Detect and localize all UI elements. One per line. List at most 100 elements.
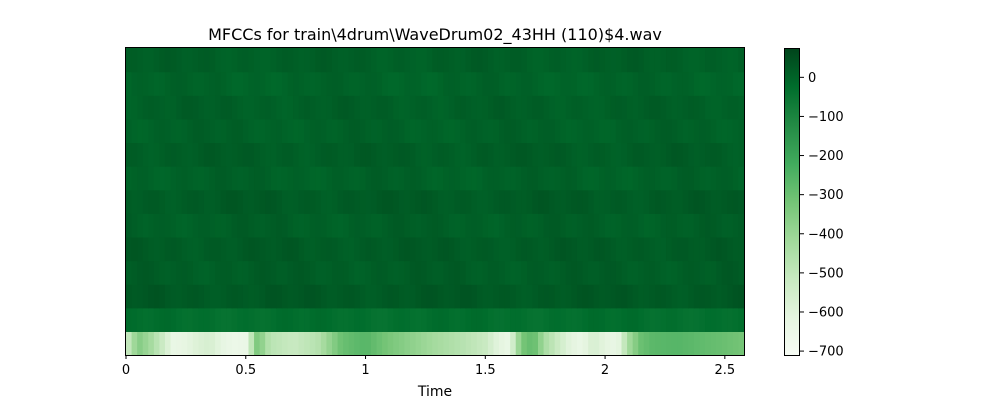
heatmap-cell <box>565 166 573 191</box>
heatmap-cell <box>404 142 411 167</box>
heatmap-cell <box>727 284 734 309</box>
heatmap-cell <box>181 236 188 262</box>
heatmap-cell <box>276 48 283 73</box>
heatmap-cell <box>220 260 227 285</box>
heatmap-cell <box>176 213 183 238</box>
heatmap-cell <box>615 71 623 96</box>
heatmap-cell <box>332 284 339 309</box>
heatmap-cell <box>298 260 305 285</box>
heatmap-cell <box>398 236 405 262</box>
heatmap-cell <box>593 142 600 167</box>
heatmap-cell <box>432 166 439 191</box>
heatmap-cell <box>426 71 433 96</box>
heatmap-cell <box>370 142 378 167</box>
heatmap-cell <box>415 95 422 120</box>
heatmap-cell <box>337 331 344 356</box>
heatmap-cell <box>248 213 255 238</box>
heatmap-cell <box>393 260 400 285</box>
x-tick-label: 0 <box>122 363 130 378</box>
heatmap-cell <box>198 189 205 214</box>
heatmap-cell <box>632 118 639 144</box>
heatmap-cell <box>476 213 483 238</box>
heatmap-cell <box>398 331 405 356</box>
heatmap-cell <box>660 142 667 167</box>
heatmap-cell <box>226 95 233 120</box>
heatmap-cell <box>370 307 378 332</box>
heatmap-cell <box>370 95 378 120</box>
heatmap-cell <box>482 284 489 309</box>
heatmap-cell <box>643 189 650 214</box>
heatmap-cell <box>326 118 333 144</box>
heatmap-cell <box>215 331 222 356</box>
heatmap-cell <box>716 236 723 262</box>
heatmap-cell <box>454 213 461 238</box>
heatmap-cell <box>326 48 333 73</box>
heatmap-cell <box>409 71 417 96</box>
heatmap-cell <box>248 284 255 309</box>
heatmap-cell <box>560 71 567 96</box>
heatmap-cell <box>187 260 194 285</box>
heatmap-cell <box>382 189 389 214</box>
heatmap-cell <box>543 331 550 356</box>
heatmap-cell <box>482 307 489 332</box>
heatmap-cell <box>738 142 745 167</box>
heatmap-cell <box>437 331 444 356</box>
heatmap-cell <box>460 307 467 332</box>
heatmap-cell <box>532 166 539 191</box>
heatmap-cell <box>259 71 266 96</box>
heatmap-cell <box>615 213 623 238</box>
heatmap-cell <box>265 142 272 167</box>
heatmap-cell <box>326 236 333 262</box>
heatmap-cell <box>532 236 539 262</box>
heatmap-cell <box>705 189 712 214</box>
heatmap-cell <box>192 48 199 73</box>
heatmap-cell <box>404 213 411 238</box>
heatmap-cell <box>487 331 495 356</box>
heatmap-cell <box>215 95 222 120</box>
heatmap-cell <box>387 118 394 144</box>
heatmap-cell <box>671 166 678 191</box>
heatmap-cell <box>215 142 222 167</box>
heatmap-cell <box>705 307 712 332</box>
heatmap-cell <box>248 189 255 214</box>
heatmap-cell <box>415 236 422 262</box>
heatmap-cell <box>220 284 227 309</box>
heatmap-cell <box>142 331 149 356</box>
heatmap-cell <box>326 260 333 285</box>
heatmap-cell <box>448 331 456 356</box>
heatmap-cell <box>666 166 673 191</box>
heatmap-cell <box>332 71 339 96</box>
heatmap-cell <box>465 236 472 262</box>
heatmap-cell <box>471 213 478 238</box>
heatmap-cell <box>398 189 405 214</box>
heatmap-cell <box>654 48 662 73</box>
heatmap-cell <box>426 142 433 167</box>
heatmap-cell <box>198 95 205 120</box>
heatmap-cell <box>421 142 428 167</box>
heatmap-cell <box>671 48 678 73</box>
heatmap-cell <box>309 71 316 96</box>
heatmap-cell <box>242 189 250 214</box>
heatmap-cell <box>181 284 188 309</box>
heatmap-cell <box>499 142 506 167</box>
heatmap-cell <box>677 118 684 144</box>
heatmap-cell <box>315 331 322 356</box>
heatmap-cell <box>176 284 183 309</box>
heatmap-cell <box>359 331 367 356</box>
heatmap-cell <box>621 95 628 120</box>
heatmap-cell <box>153 95 161 120</box>
heatmap-cell <box>615 189 623 214</box>
heatmap-cell <box>254 331 261 356</box>
heatmap-cell <box>565 284 573 309</box>
heatmap-cell <box>638 118 645 144</box>
heatmap-cell <box>259 118 266 144</box>
heatmap-cell <box>471 331 478 356</box>
heatmap-cell <box>337 260 344 285</box>
heatmap-cell <box>538 213 545 238</box>
heatmap-cell <box>409 95 417 120</box>
heatmap-cell <box>677 189 684 214</box>
heatmap-cell <box>164 213 172 238</box>
heatmap-cell <box>688 166 695 191</box>
heatmap-cell <box>538 189 545 214</box>
heatmap-cell <box>532 118 539 144</box>
